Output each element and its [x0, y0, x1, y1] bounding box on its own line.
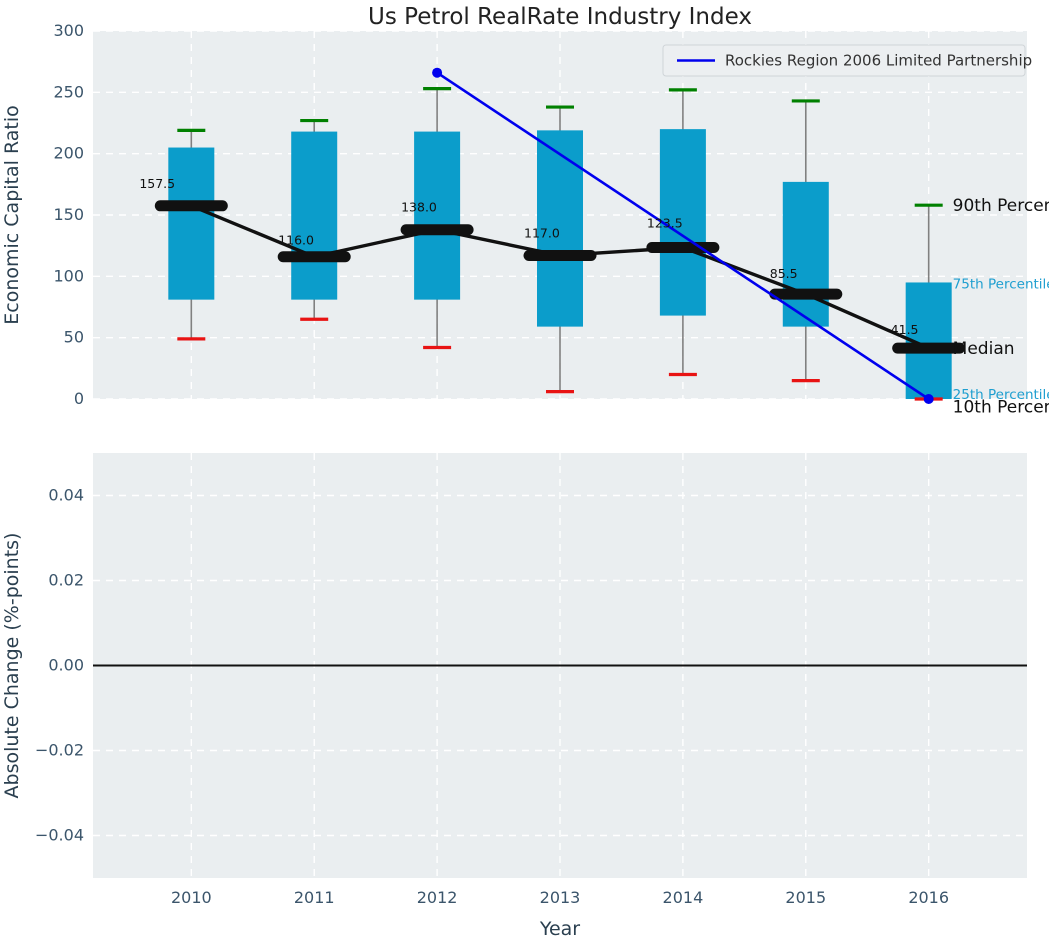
y-tick-label-top: 50 — [64, 328, 84, 347]
percentile-box — [782, 181, 829, 327]
y-tick-label-bottom: 0.02 — [48, 571, 84, 590]
median-value-label: 117.0 — [524, 225, 560, 240]
median-value-label: 41.5 — [891, 322, 919, 337]
x-tick-label: 2016 — [908, 888, 949, 907]
y-axis-title-bottom: Absolute Change (%-points) — [1, 533, 23, 799]
x-axis-title: Year — [539, 918, 580, 940]
median-value-label: 157.5 — [139, 176, 175, 191]
chart-title: Us Petrol RealRate Industry Index — [368, 4, 752, 30]
median-value-label: 138.0 — [401, 200, 437, 215]
company-line-point — [923, 394, 934, 404]
legend-label: Rockies Region 2006 Limited Partnership — [725, 52, 1032, 70]
y-tick-label-bottom: 0.04 — [48, 486, 84, 505]
annotation-median: Median — [953, 339, 1015, 359]
median-value-label: 116.0 — [278, 233, 314, 248]
y-tick-label-bottom: −0.02 — [35, 741, 84, 760]
annotation-90th-percentile: 90th Percentile — [953, 196, 1049, 216]
median-value-label: 85.5 — [770, 266, 798, 281]
percentile-box — [414, 131, 461, 300]
y-tick-label-top: 150 — [53, 205, 84, 224]
company-line — [436, 71, 930, 401]
y-tick-label-top: 250 — [53, 82, 84, 101]
percentile-box — [659, 129, 706, 316]
x-tick-label: 2013 — [540, 888, 581, 907]
y-tick-label-top: 200 — [53, 144, 84, 163]
company-line-point — [432, 67, 443, 78]
x-tick-label: 2011 — [294, 888, 335, 907]
x-tick-label: 2014 — [663, 888, 704, 907]
y-tick-label-top: 100 — [53, 266, 84, 285]
median-value-label: 123.5 — [647, 216, 683, 231]
percentile-box — [291, 131, 338, 300]
annotation-25th-percentile: 25th Percentile — [953, 387, 1049, 403]
x-tick-label: 2010 — [171, 888, 212, 907]
y-tick-label-top: 300 — [53, 21, 84, 40]
legend-box[interactable] — [662, 44, 1026, 77]
y-tick-label-top: 0 — [74, 389, 84, 408]
x-tick-label: 2012 — [417, 888, 458, 907]
x-tick-label: 2015 — [785, 888, 826, 907]
y-tick-label-bottom: 0.00 — [48, 656, 84, 675]
annotation-10th-percentile: 10th Percentile — [953, 397, 1049, 417]
percentile-box — [168, 147, 215, 300]
y-tick-label-bottom: −0.04 — [35, 826, 84, 845]
y-axis-title-top: Economic Capital Ratio — [1, 105, 23, 324]
annotation-75th-percentile: 75th Percentile — [953, 276, 1049, 292]
